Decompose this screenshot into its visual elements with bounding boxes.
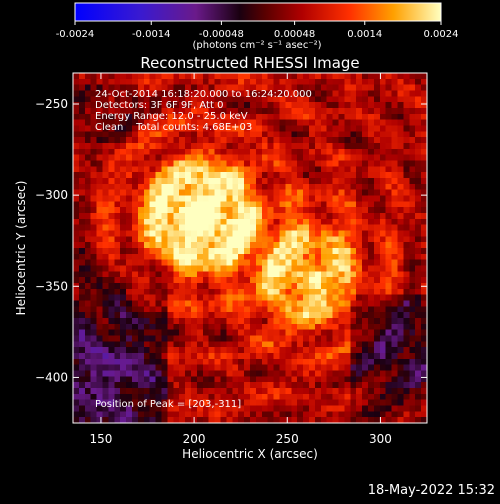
axis-ticks: 150 200 250 300 −250 −300 −350 −400: [35, 73, 427, 446]
x-tick-label: 200: [183, 432, 206, 446]
annotation-energy-range: Energy Range: 12.0 - 25.0 keV: [95, 111, 248, 122]
colorbar-ticks: -0.0024 -0.0014 -0.00048 0.00048 0.0014 0.002…: [56, 21, 459, 40]
plot-frame: [72, 72, 428, 424]
chart-title: Reconstructed RHESSI Image: [140, 54, 359, 72]
annotation-time-range: 24-Oct-2014 16:18:20.000 to 16:24:20.000: [95, 89, 312, 100]
y-axis-label: Heliocentric Y (arcsec): [14, 181, 28, 316]
y-tick-label: −250: [35, 97, 68, 111]
y-tick-label: −350: [35, 279, 68, 293]
timestamp: 18-May-2022 15:32: [368, 483, 495, 498]
y-tick-label: −400: [35, 370, 68, 384]
x-tick-label: 150: [89, 432, 112, 446]
peak-position-label: Position of Peak = [203,-311]: [95, 399, 241, 410]
colorbar-tick-label: -0.00048: [199, 29, 244, 40]
colorbar-tick-label: 0.0024: [424, 29, 459, 40]
y-tick-label: −300: [35, 188, 68, 202]
heatmap-pixels: [73, 73, 427, 423]
x-tick-label: 300: [369, 432, 392, 446]
colorbar-tick-label: 0.00048: [274, 29, 315, 40]
annotation-clean-counts: Clean Total counts: 4.68E+03: [95, 122, 252, 133]
colorbar-tick-label: -0.0024: [56, 29, 95, 40]
colorbar-tick-label: 0.0014: [347, 29, 382, 40]
annotation-detectors: Detectors: 3F 6F 9F, Att 0: [95, 100, 223, 111]
heatmap-image: [73, 73, 427, 423]
colorbar-tick-label: -0.0014: [132, 29, 171, 40]
colorbar-unit-label: (photons cm⁻² s⁻¹ asec⁻²): [192, 40, 321, 51]
x-tick-label: 250: [276, 432, 299, 446]
colorbar: [74, 2, 442, 22]
x-axis-label: Heliocentric X (arcsec): [182, 447, 318, 461]
